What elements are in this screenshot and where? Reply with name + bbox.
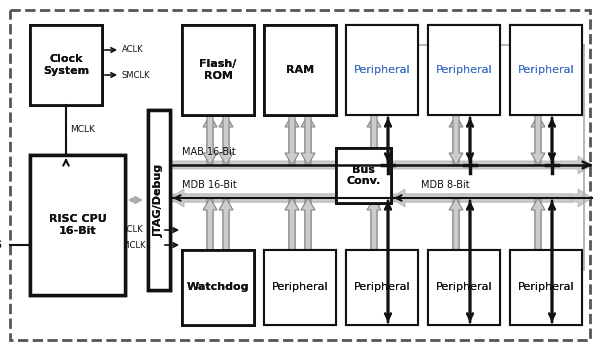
FancyBboxPatch shape [510,250,582,325]
FancyBboxPatch shape [346,250,418,325]
FancyBboxPatch shape [346,25,418,115]
Text: ACLK: ACLK [122,46,143,55]
Polygon shape [219,115,233,165]
Polygon shape [367,198,381,325]
Polygon shape [203,198,217,325]
FancyBboxPatch shape [336,148,391,203]
FancyBboxPatch shape [30,155,125,295]
FancyBboxPatch shape [264,250,336,325]
Polygon shape [285,115,299,165]
Text: JTAG: JTAG [0,240,2,250]
Text: SMCLK: SMCLK [117,240,146,250]
Text: Peripheral: Peripheral [518,282,574,293]
FancyBboxPatch shape [346,25,418,115]
Text: JTAG/Debug: JTAG/Debug [154,163,164,237]
Text: Peripheral: Peripheral [436,282,493,293]
Polygon shape [285,198,299,325]
Polygon shape [203,115,217,165]
FancyBboxPatch shape [30,25,102,105]
Polygon shape [531,115,545,165]
Text: Flash/
ROM: Flash/ ROM [199,59,236,81]
Text: ACLK: ACLK [122,225,143,234]
FancyBboxPatch shape [148,110,170,290]
FancyBboxPatch shape [428,25,500,115]
Polygon shape [285,198,299,325]
Polygon shape [219,115,233,165]
FancyBboxPatch shape [264,25,336,115]
FancyBboxPatch shape [182,250,254,325]
Text: MDB 8-Bit: MDB 8-Bit [421,180,470,190]
Text: MDB 16-Bit: MDB 16-Bit [182,180,237,190]
Text: Peripheral: Peripheral [436,282,493,293]
Text: Peripheral: Peripheral [353,65,410,75]
Polygon shape [391,189,572,207]
Polygon shape [367,115,381,165]
FancyBboxPatch shape [264,25,336,115]
Text: Watchdog: Watchdog [187,282,249,293]
Text: Peripheral: Peripheral [518,65,574,75]
Polygon shape [285,115,299,165]
Text: Bus
Conv.: Bus Conv. [346,165,380,186]
Text: RAM: RAM [286,65,314,75]
Text: Flash/
ROM: Flash/ ROM [199,59,236,81]
FancyBboxPatch shape [510,25,582,115]
Polygon shape [449,115,463,165]
FancyBboxPatch shape [264,250,336,325]
Polygon shape [301,115,315,165]
Polygon shape [203,115,217,165]
Polygon shape [170,189,391,207]
Text: Peripheral: Peripheral [436,65,493,75]
FancyBboxPatch shape [428,250,500,325]
Polygon shape [301,115,315,165]
Polygon shape [391,189,592,207]
Polygon shape [531,198,545,325]
FancyBboxPatch shape [428,250,500,325]
FancyBboxPatch shape [428,25,500,115]
Text: Peripheral: Peripheral [353,282,410,293]
Text: Bus
Conv.: Bus Conv. [346,165,380,186]
FancyBboxPatch shape [30,25,102,105]
Text: MCLK: MCLK [70,126,95,134]
Polygon shape [301,198,315,325]
Text: SMCLK: SMCLK [122,70,151,79]
Polygon shape [449,198,463,325]
Text: Peripheral: Peripheral [353,65,410,75]
FancyBboxPatch shape [182,25,254,115]
FancyBboxPatch shape [510,25,582,115]
Text: Clock
System: Clock System [43,54,89,76]
Text: Peripheral: Peripheral [272,282,328,293]
Text: JTAG/Debug: JTAG/Debug [154,163,164,237]
Text: Peripheral: Peripheral [518,65,574,75]
Text: RAM: RAM [286,65,314,75]
Text: Peripheral: Peripheral [272,282,328,293]
Polygon shape [449,115,463,165]
FancyBboxPatch shape [346,250,418,325]
Polygon shape [367,115,381,165]
FancyBboxPatch shape [336,148,391,203]
FancyBboxPatch shape [510,250,582,325]
Polygon shape [531,115,545,165]
FancyBboxPatch shape [182,25,254,115]
FancyBboxPatch shape [182,250,254,325]
Text: Peripheral: Peripheral [353,282,410,293]
Polygon shape [203,198,217,325]
Polygon shape [170,189,371,207]
Polygon shape [170,156,592,174]
Text: RISC CPU
16-Bit: RISC CPU 16-Bit [49,214,106,236]
Text: Clock
System: Clock System [43,54,89,76]
Polygon shape [531,198,545,325]
Polygon shape [449,198,463,325]
Polygon shape [219,198,233,325]
FancyBboxPatch shape [148,110,170,290]
Text: MAB 16-Bit: MAB 16-Bit [182,147,236,157]
Polygon shape [219,198,233,325]
Text: Watchdog: Watchdog [187,282,249,293]
Polygon shape [301,198,315,325]
Text: RISC CPU
16-Bit: RISC CPU 16-Bit [49,214,106,236]
Text: Peripheral: Peripheral [518,282,574,293]
Text: Peripheral: Peripheral [436,65,493,75]
FancyBboxPatch shape [30,155,125,295]
Polygon shape [367,198,381,325]
